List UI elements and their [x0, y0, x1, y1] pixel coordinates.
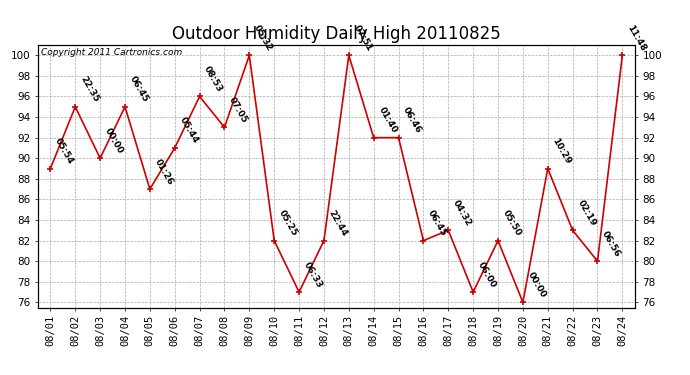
Text: 05:44: 05:44 [177, 116, 199, 145]
Text: 22:35: 22:35 [78, 75, 100, 104]
Text: 22:44: 22:44 [327, 208, 349, 238]
Text: 04:32: 04:32 [451, 198, 473, 228]
Text: 06:33: 06:33 [302, 260, 324, 289]
Text: 05:32: 05:32 [252, 23, 274, 52]
Title: Outdoor Humidity Daily High 20110825: Outdoor Humidity Daily High 20110825 [172, 26, 501, 44]
Text: 05:54: 05:54 [53, 136, 75, 166]
Text: 00:00: 00:00 [526, 271, 548, 300]
Text: 00:00: 00:00 [103, 127, 125, 156]
Text: Copyright 2011 Cartronics.com: Copyright 2011 Cartronics.com [41, 48, 182, 57]
Text: 01:26: 01:26 [152, 157, 175, 186]
Text: 07:51: 07:51 [352, 23, 374, 52]
Text: 06:00: 06:00 [476, 260, 498, 289]
Text: 06:45: 06:45 [426, 209, 449, 238]
Text: 10:29: 10:29 [551, 136, 573, 166]
Text: 08:53: 08:53 [202, 64, 224, 94]
Text: 06:56: 06:56 [600, 229, 622, 258]
Text: 02:19: 02:19 [575, 198, 598, 228]
Text: 11:48: 11:48 [625, 23, 647, 52]
Text: 05:50: 05:50 [501, 209, 523, 238]
Text: 01:40: 01:40 [377, 106, 399, 135]
Text: 07:05: 07:05 [227, 95, 249, 124]
Text: 06:46: 06:46 [402, 106, 424, 135]
Text: 06:45: 06:45 [128, 75, 150, 104]
Text: 05:25: 05:25 [277, 209, 299, 238]
